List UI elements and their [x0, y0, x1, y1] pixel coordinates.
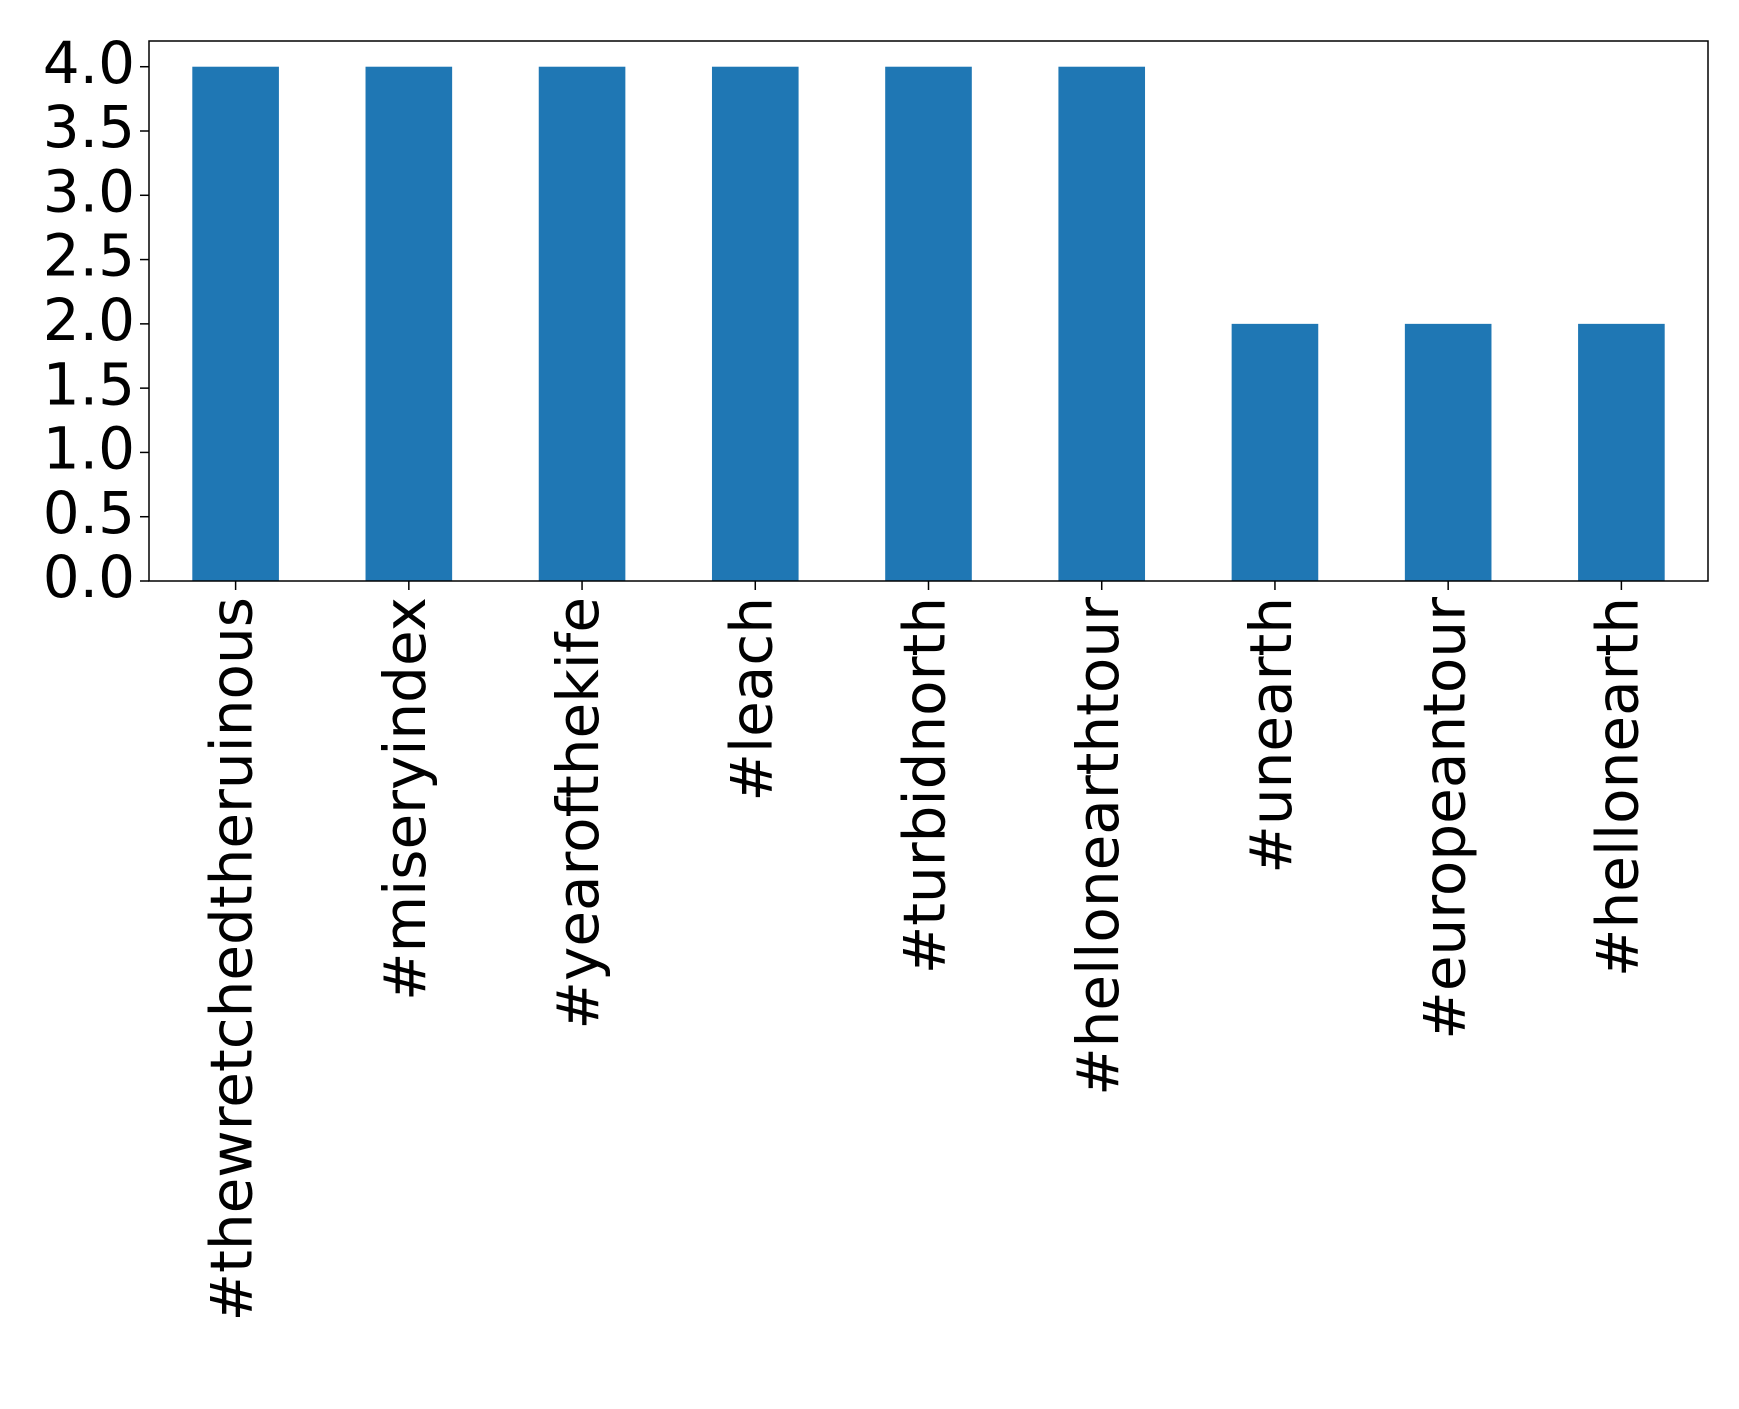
- y-tick-label: 1.5: [43, 350, 135, 418]
- bar: [1578, 323, 1665, 581]
- y-tick-label: 3.0: [43, 157, 135, 225]
- x-tick-label: #turbidnorth: [891, 597, 959, 974]
- bar: [192, 66, 279, 581]
- y-tick-label: 2.5: [43, 222, 135, 290]
- bar: [1404, 323, 1492, 581]
- x-tick-label: #leach: [717, 597, 785, 802]
- x-tick-label: #miseryindex: [371, 597, 439, 1001]
- bar: [365, 66, 453, 581]
- x-tick-label: #unearth: [1237, 597, 1305, 874]
- y-tick-label: 4.0: [43, 29, 135, 97]
- bar: [711, 66, 799, 581]
- bar: [538, 66, 626, 581]
- bar: [1231, 323, 1319, 581]
- y-tick-label: 0.0: [43, 543, 135, 611]
- y-tick-label: 2.0: [43, 286, 135, 354]
- x-tick-label: #europeantour: [1410, 597, 1478, 1040]
- y-tick-label: 3.5: [43, 93, 135, 161]
- bar: [885, 66, 972, 581]
- y-tick-label: 0.5: [43, 479, 135, 547]
- x-tick-label: #thewretchedtheruinous: [198, 597, 266, 1322]
- x-tick-label: #hellonearthtour: [1064, 597, 1132, 1096]
- x-tick-label: #yearofthekife: [544, 597, 612, 1030]
- x-tick-label: #hellonearth: [1583, 597, 1651, 977]
- plot-frame: [148, 40, 1709, 582]
- bar: [1058, 66, 1146, 581]
- y-tick-label: 1.0: [43, 415, 135, 483]
